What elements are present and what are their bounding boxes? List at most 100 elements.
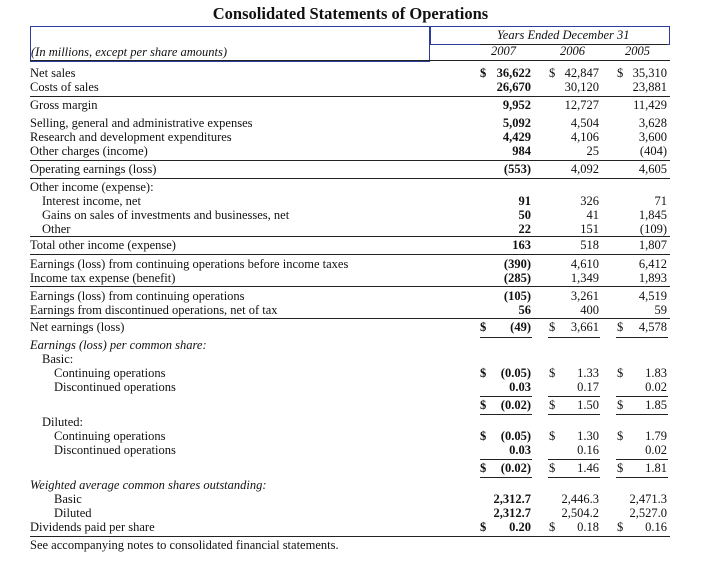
value-2006: 1.46 [577, 461, 599, 475]
value-2005: 4,605 [638, 162, 667, 176]
value-2005: 1.79 [645, 429, 667, 443]
eps-basic-label: Basic: [42, 352, 74, 366]
value-2007: 36,622 [496, 66, 531, 80]
value-2007: 163 [512, 238, 531, 252]
value-2005: 1.85 [645, 398, 667, 412]
value-2006: 41 [586, 208, 600, 222]
period-label: Years Ended December 31 [497, 28, 630, 42]
value-2006: 4,092 [570, 162, 599, 176]
value-2007: 984 [512, 144, 531, 158]
year-2007-header: 2007 [491, 44, 516, 58]
eps-basic-sum-rule-2005 [616, 396, 668, 397]
value-2005: 3,628 [638, 116, 667, 130]
row-label: Gross margin [30, 98, 98, 112]
value-2007: (0.02) [500, 461, 531, 475]
currency-symbol-2007: $ [480, 66, 487, 80]
value-2006: 30,120 [564, 80, 599, 94]
value-2005: (109) [639, 222, 667, 236]
currency-symbol-2005: $ [617, 520, 624, 534]
value-2005: 1,893 [638, 271, 667, 285]
value-2006: 4,504 [570, 116, 599, 130]
row-label: Discontinued operations [54, 443, 176, 457]
value-2005: 2,527.0 [629, 506, 668, 520]
total-rule [30, 254, 670, 255]
row-label: Net earnings (loss) [30, 320, 125, 334]
value-2006: 326 [580, 194, 599, 208]
value-2007: (0.05) [500, 429, 531, 443]
value-2005: 1.83 [645, 366, 667, 380]
currency-symbol-2007: $ [480, 320, 487, 334]
period-underline [480, 44, 667, 45]
value-2007: 0.03 [509, 443, 531, 457]
currency-symbol-2007: $ [480, 461, 487, 475]
row-label: Operating earnings (loss) [30, 162, 157, 176]
value-2007: 0.03 [509, 380, 531, 394]
units-label: (In millions, except per share amounts) [31, 45, 228, 59]
row-label: Research and development expenditures [30, 130, 232, 144]
value-2007: 5,092 [502, 116, 531, 130]
value-2005: 11,429 [633, 98, 667, 112]
value-2005: 59 [654, 303, 668, 317]
currency-symbol-2006: $ [549, 461, 556, 475]
row-label: Other charges (income) [30, 144, 148, 158]
currency-symbol-2006: $ [549, 520, 556, 534]
row-label: Diluted [54, 506, 92, 520]
total-rule [30, 286, 670, 287]
value-2006: 42,847 [564, 66, 599, 80]
value-2005: 0.02 [645, 380, 667, 394]
value-2005: 1,807 [638, 238, 667, 252]
value-2007: 91 [518, 194, 532, 208]
value-2005: 4,578 [638, 320, 667, 334]
currency-symbol-2005: $ [617, 461, 624, 475]
eps-diluted-total-underline-2007 [480, 477, 532, 478]
total-rule [30, 96, 670, 97]
value-2006: 1,349 [570, 271, 599, 285]
value-2006: 518 [580, 238, 599, 252]
row-label: Costs of sales [30, 80, 99, 94]
value-2005: (404) [639, 144, 667, 158]
value-2005: 3,600 [638, 130, 667, 144]
value-2005: 35,310 [632, 66, 667, 80]
value-2006: 2,446.3 [561, 492, 600, 506]
row-label: Basic [54, 492, 82, 506]
value-2007: 4,429 [502, 130, 531, 144]
row-label: Earnings from discontinued operations, n… [30, 303, 278, 317]
eps-diluted-total-underline-2005 [616, 477, 668, 478]
currency-symbol-2005: $ [617, 320, 624, 334]
statement-title: Consolidated Statements of Operations [212, 4, 489, 23]
value-2005: 0.02 [645, 443, 667, 457]
eps-diluted-sum-rule-2006 [548, 459, 600, 460]
value-2006: 0.16 [577, 443, 599, 457]
eps-diluted-total-underline-2006 [548, 477, 600, 478]
year-2006-header: 2006 [560, 44, 585, 58]
value-2006: 400 [580, 303, 599, 317]
currency-symbol-2006: $ [549, 66, 556, 80]
row-label: Continuing operations [54, 366, 166, 380]
total-rule [30, 236, 670, 237]
value-2005: 2,471.3 [629, 492, 668, 506]
currency-symbol-2005: $ [617, 429, 624, 443]
currency-symbol-2007: $ [480, 520, 487, 534]
value-2006: 1.33 [577, 366, 599, 380]
value-2006: 151 [580, 222, 599, 236]
value-2005: 1,845 [638, 208, 667, 222]
row-label: Earnings (loss) from continuing operatio… [30, 289, 245, 303]
value-2007: 26,670 [496, 80, 531, 94]
value-2006: 4,106 [570, 130, 599, 144]
value-2007: (105) [503, 289, 531, 303]
total-rule [30, 160, 670, 161]
total-rule [30, 178, 670, 179]
currency-symbol-2006: $ [549, 398, 556, 412]
value-2007: 2,312.7 [493, 492, 532, 506]
net-earnings-underline-2007 [480, 337, 532, 338]
eps-basic-total-underline-2007 [480, 414, 532, 415]
eps-basic-total-underline-2006 [548, 414, 600, 415]
eps-basic-sum-rule-2006 [548, 396, 600, 397]
eps-diluted-sum-rule-2007 [480, 459, 532, 460]
currency-symbol-2007: $ [480, 398, 487, 412]
value-2005: 4,519 [638, 289, 667, 303]
eps-diluted-label: Diluted: [42, 415, 83, 429]
row-label: Continuing operations [54, 429, 166, 443]
currency-symbol-2006: $ [549, 429, 556, 443]
value-2007: 22 [518, 222, 532, 236]
